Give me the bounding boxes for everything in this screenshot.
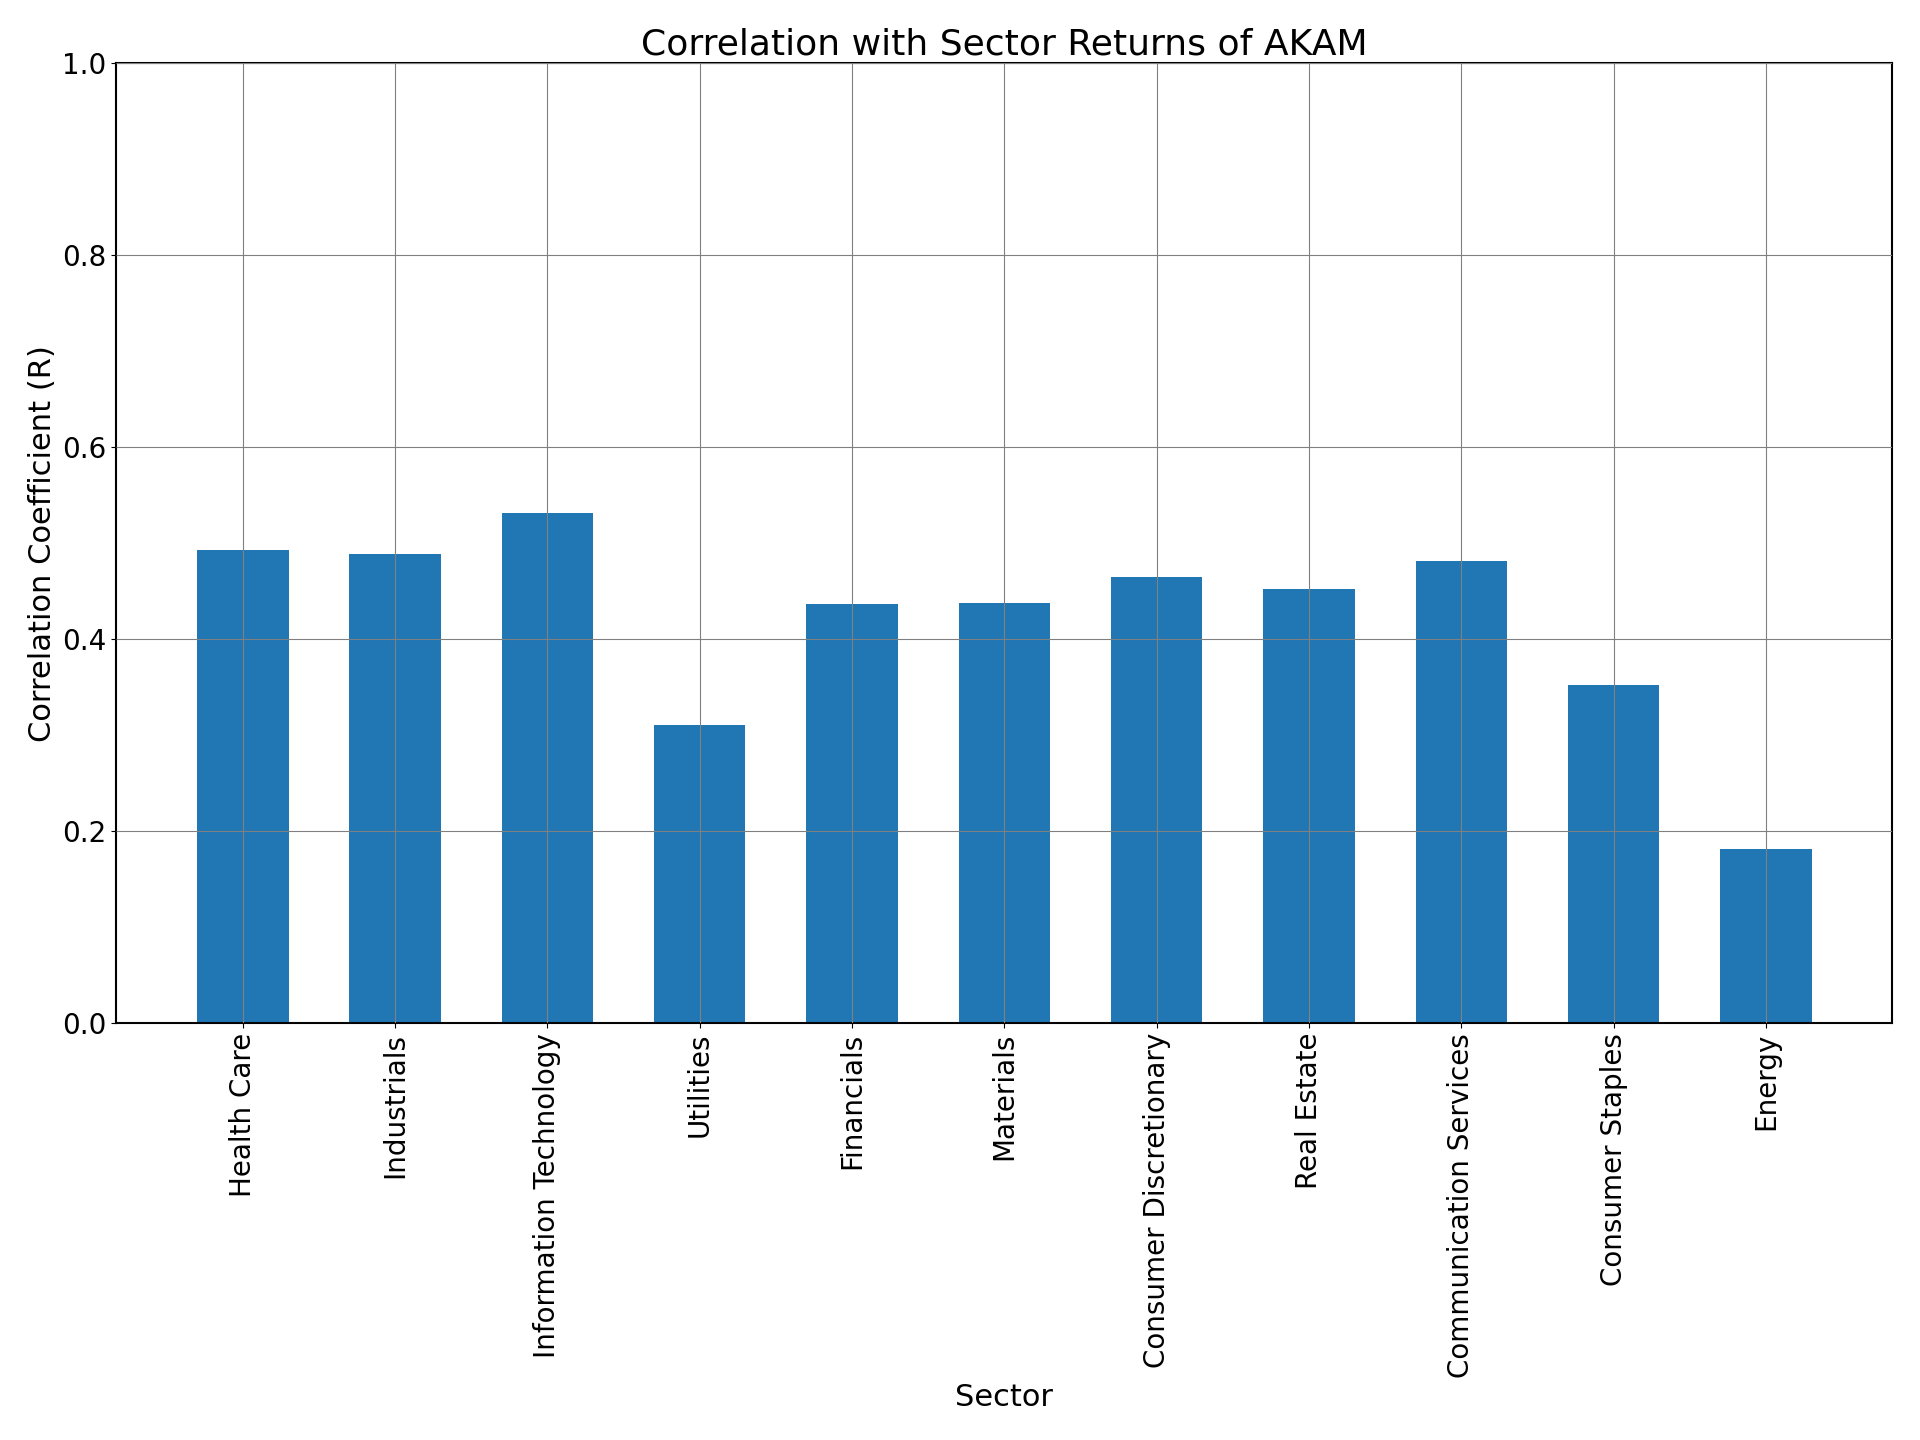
Bar — [1112, 577, 1202, 1024]
Bar — [655, 724, 745, 1024]
Bar — [1263, 589, 1356, 1024]
Bar — [501, 514, 593, 1024]
Bar — [958, 603, 1050, 1024]
Y-axis label: Correlation Coefficient (R): Correlation Coefficient (R) — [27, 344, 58, 742]
Bar — [349, 554, 442, 1024]
Bar — [806, 603, 899, 1024]
Title: Correlation with Sector Returns of AKAM: Correlation with Sector Returns of AKAM — [641, 27, 1367, 62]
X-axis label: Sector: Sector — [956, 1384, 1054, 1413]
Bar — [1720, 850, 1811, 1024]
Bar — [1415, 562, 1507, 1024]
Bar — [198, 550, 288, 1024]
Bar — [1569, 685, 1659, 1024]
